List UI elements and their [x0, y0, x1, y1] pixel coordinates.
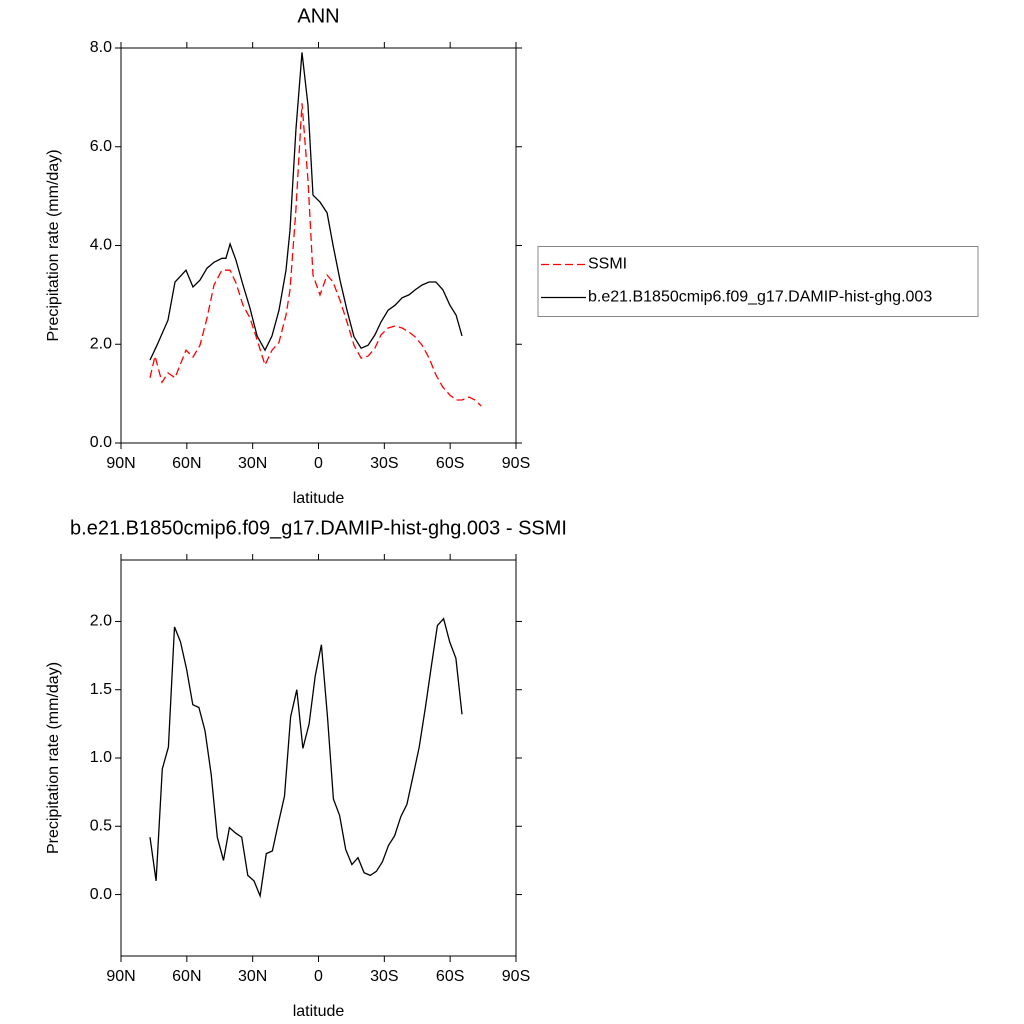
y-tick-label: 1.0 [90, 749, 112, 766]
data-line [149, 617, 463, 899]
x-axis-label: latitude [293, 490, 345, 507]
x-tick-label: 30N [238, 968, 267, 985]
y-tick-label: 4.0 [90, 237, 112, 254]
legend-box [537, 246, 979, 317]
x-tick-label: 90N [106, 968, 135, 985]
x-tick-label: 60S [436, 455, 464, 472]
x-tick-label: 60S [436, 968, 464, 985]
data-line [149, 103, 482, 407]
legend-label: b.e21.B1850cmip6.f09_g17.DAMIP-hist-ghg.… [588, 289, 932, 306]
x-tick-label: 90N [106, 455, 135, 472]
x-tick-label: 60N [172, 455, 201, 472]
y-tick-label: 0.0 [90, 434, 112, 451]
chart-title: ANN [297, 5, 339, 27]
x-tick-label: 90S [502, 968, 530, 985]
x-axis-label: latitude [293, 1003, 345, 1020]
x-tick-label: 30S [370, 968, 398, 985]
y-tick-label: 0.5 [90, 817, 112, 834]
y-tick-label: 6.0 [90, 138, 112, 155]
y-axis-label: Precipitation rate (mm/day) [45, 149, 62, 341]
x-tick-label: 0 [314, 968, 323, 985]
chart-title: b.e21.B1850cmip6.f09_g17.DAMIP-hist-ghg.… [70, 517, 567, 539]
y-tick-label: 0.0 [90, 886, 112, 903]
plot-frame [120, 559, 517, 957]
y-tick-label: 2.0 [90, 613, 112, 630]
x-tick-label: 60N [172, 968, 201, 985]
y-tick-label: 1.5 [90, 681, 112, 698]
x-tick-label: 90S [502, 455, 530, 472]
x-tick-label: 0 [314, 455, 323, 472]
x-tick-label: 30N [238, 455, 267, 472]
data-line [149, 52, 463, 361]
plot-frame [120, 47, 517, 444]
y-tick-label: 8.0 [90, 39, 112, 56]
x-tick-label: 30S [370, 455, 398, 472]
y-tick-label: 2.0 [90, 335, 112, 352]
legend: SSMI b.e21.B1850cmip6.f09_g17.DAMIP-hist-… [537, 246, 979, 317]
y-axis-label: Precipitation rate (mm/day) [45, 662, 62, 854]
legend-label: SSMI [588, 256, 627, 273]
